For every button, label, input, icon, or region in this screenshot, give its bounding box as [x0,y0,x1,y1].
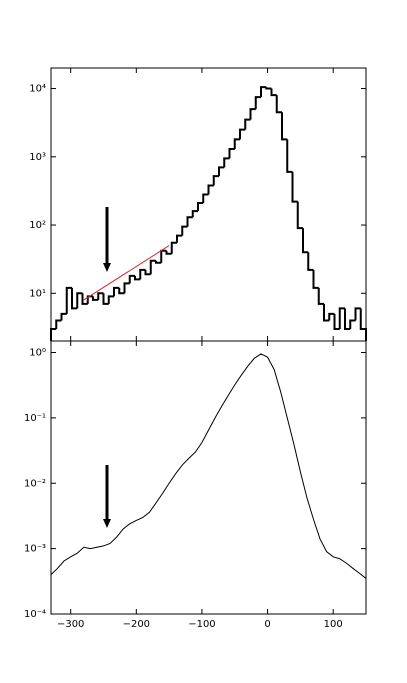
histogram-bin [270,88,277,97]
histogram-bin [338,307,345,329]
histogram-bin [218,166,225,177]
histogram-bin [60,312,67,321]
histogram-bin [123,282,130,294]
histogram-bin [86,295,93,304]
histogram-bin [170,241,177,254]
histogram-bin [275,95,282,114]
histogram-bin [102,293,109,305]
x-tick-label: 0 [264,619,270,630]
histogram-bin [333,313,340,330]
histogram-bin [118,287,125,295]
fit-line [83,245,170,301]
histogram-bin [191,210,198,218]
histogram-bin [181,225,188,236]
histogram-bin [239,128,246,140]
y-tick-label: 10⁰ [29,348,46,359]
x-tick-label: −100 [188,619,215,630]
y-tick-label: 10² [29,220,46,231]
x-tick-label: 100 [324,619,343,630]
histogram-bin [354,307,361,321]
arrow-head [103,263,111,272]
y-tick-label: 10⁻⁴ [24,609,46,620]
histogram-bin [254,96,261,110]
histogram-bin [233,138,240,150]
histogram-bin [344,308,351,330]
y-tick-label: 10⁴ [29,84,46,95]
histogram-bin [139,268,146,280]
y-tick-label: 10⁻³ [24,544,46,555]
histogram-bin [155,260,162,264]
x-tick-label: −200 [123,619,150,630]
histogram-bin [359,308,367,341]
histogram-bin [307,252,314,271]
histogram-bin [317,287,324,305]
histogram-bin [134,275,141,281]
histogram-bin [50,327,57,341]
histogram-bin [349,319,356,329]
y-tick-label: 10¹ [29,288,46,299]
histogram-bin [228,148,235,159]
histogram-bin [97,292,104,300]
histogram-bin [144,269,151,276]
histogram-bin [265,87,272,90]
y-tick-label: 10⁻² [24,478,46,489]
histogram-bin [128,274,135,284]
y-tick-label: 10⁻¹ [24,413,46,424]
histogram-bin [328,312,335,321]
histogram-bin [55,319,62,329]
histogram-bin [92,296,99,301]
histogram-bin [286,139,293,173]
histogram-bin [302,228,309,254]
annotation-arrows [103,207,111,528]
histogram-bin [281,112,288,141]
histogram-bin [312,269,319,289]
histogram-bin [176,234,183,243]
plot-frame [50,340,367,615]
histogram-bin [212,175,219,186]
histogram-bin [249,108,256,120]
histogram-bin [291,171,298,203]
histogram-bin [71,287,78,310]
histogram-bin [323,303,330,322]
histogram-bin [296,201,303,230]
arrow-head [103,519,111,528]
y-tick-label: 10³ [29,152,46,163]
x-tick-label: −300 [57,619,84,630]
histogram-bin [223,157,230,168]
histogram-bin [260,86,267,98]
histogram-bin [149,259,156,275]
histogram-bin [107,295,114,304]
histogram-bin [207,184,214,195]
histogram-bin [197,202,204,212]
histogram-bin [202,193,209,204]
histogram-bin [76,292,83,309]
histogram-bin [113,286,120,297]
histogram-bin [244,118,251,130]
histogram-bin [186,216,193,227]
histogram-bin [65,286,72,314]
density-line [50,353,367,579]
histogram-bin [81,293,88,305]
histogram-bin [165,250,172,255]
